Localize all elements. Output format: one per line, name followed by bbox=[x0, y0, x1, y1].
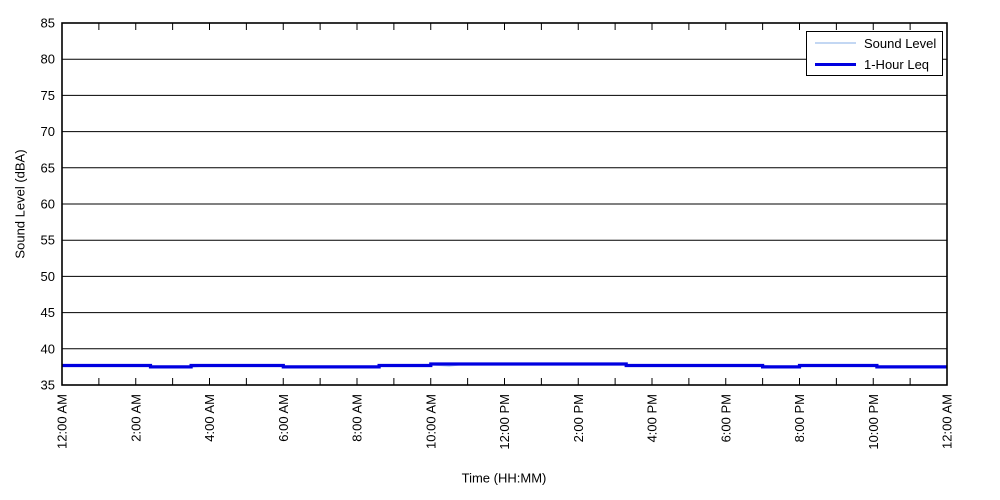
series-line-1-hour-leq bbox=[62, 362, 947, 369]
x-tick-label: 12:00 AM bbox=[55, 394, 70, 449]
y-tick-label: 45 bbox=[41, 305, 55, 320]
x-tick-label: 12:00 PM bbox=[497, 394, 512, 450]
x-tick-label: 4:00 PM bbox=[645, 394, 660, 442]
y-tick-label: 65 bbox=[41, 160, 55, 175]
legend-label-sound-level: Sound Level bbox=[864, 35, 937, 51]
x-tick-label: 8:00 PM bbox=[792, 394, 807, 442]
legend: Sound Level 1-Hour Leq bbox=[806, 31, 943, 76]
legend-line-sample-1-hour-leq bbox=[815, 62, 856, 66]
x-tick-label: 2:00 PM bbox=[571, 394, 586, 442]
x-tick-label: 8:00 AM bbox=[350, 394, 365, 442]
x-tick-label: 10:00 PM bbox=[866, 394, 881, 450]
x-tick-label: 2:00 AM bbox=[128, 394, 143, 442]
y-tick-label: 70 bbox=[41, 124, 55, 139]
plot-border bbox=[61, 22, 948, 386]
y-tick-label: 85 bbox=[41, 16, 55, 31]
x-tick-label: 6:00 AM bbox=[276, 394, 291, 442]
y-tick-label: 80 bbox=[41, 52, 55, 67]
x-tick-label: 4:00 AM bbox=[202, 394, 217, 442]
y-tick-label: 55 bbox=[41, 233, 55, 248]
y-tick-label: 50 bbox=[41, 269, 55, 284]
y-axis-title: Sound Level (dBA) bbox=[12, 149, 28, 259]
legend-line-sample-sound-level bbox=[815, 42, 856, 44]
x-tick-label: 12:00 AM bbox=[940, 394, 955, 449]
legend-item-sound-level: Sound Level bbox=[807, 33, 942, 54]
x-axis-title: Time (HH:MM) bbox=[461, 470, 547, 486]
x-tick-label: 6:00 PM bbox=[718, 394, 733, 442]
y-tick-label: 40 bbox=[41, 341, 55, 356]
y-tick-label: 75 bbox=[41, 88, 55, 103]
x-tick-label: 10:00 AM bbox=[423, 394, 438, 449]
legend-label-1-hour-leq: 1-Hour Leq bbox=[864, 56, 930, 72]
legend-item-1-hour-leq: 1-Hour Leq bbox=[807, 54, 942, 75]
y-tick-label: 35 bbox=[41, 378, 55, 393]
y-tick-label: 60 bbox=[41, 197, 55, 212]
